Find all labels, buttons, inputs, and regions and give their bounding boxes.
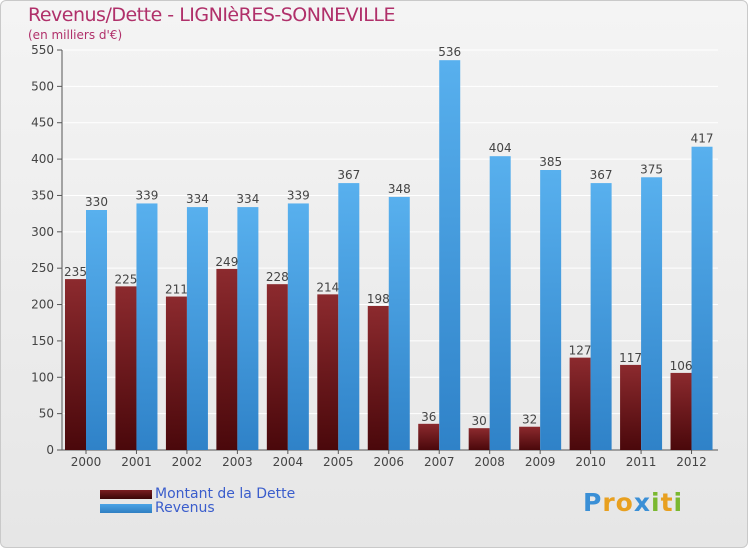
- x-tick-label: 2012: [676, 455, 707, 469]
- data-label-revenus: 417: [691, 132, 714, 146]
- data-label-dette: 127: [569, 344, 592, 358]
- data-label-revenus: 330: [85, 195, 108, 209]
- logo-letter: P: [583, 488, 603, 517]
- data-label-dette: 32: [522, 413, 537, 427]
- data-label-revenus: 404: [489, 141, 512, 155]
- bar-revenus: [237, 207, 259, 450]
- logo-letter: r: [602, 488, 616, 517]
- x-tick-label: 2006: [373, 455, 404, 469]
- data-label-dette: 249: [215, 255, 238, 269]
- data-label-dette: 214: [316, 280, 339, 294]
- data-label-dette: 106: [670, 359, 693, 373]
- chart-title: Revenus/Dette - LIGNIèRES-SONNEVILLE: [28, 4, 395, 26]
- bar-dette: [317, 294, 339, 450]
- data-label-revenus: 339: [136, 188, 159, 202]
- data-label-revenus: 334: [186, 192, 209, 206]
- data-label-revenus: 536: [438, 45, 461, 59]
- bar-dette: [468, 428, 490, 450]
- data-label-dette: 198: [367, 292, 390, 306]
- data-label-revenus: 367: [590, 168, 613, 182]
- bar-revenus: [186, 207, 208, 450]
- data-label-dette: 228: [266, 270, 289, 284]
- y-tick-label: 50: [39, 407, 54, 421]
- x-tick-label: 2005: [323, 455, 354, 469]
- y-tick-label: 400: [31, 152, 54, 166]
- x-tick-label: 2001: [121, 455, 152, 469]
- bar-dette: [620, 364, 642, 450]
- y-tick-label: 200: [31, 298, 54, 312]
- y-tick-label: 450: [31, 116, 54, 130]
- y-tick-label: 0: [46, 443, 54, 457]
- logo-letter: i: [651, 488, 661, 517]
- data-label-dette: 225: [115, 272, 138, 286]
- logo-letter: o: [615, 488, 634, 517]
- legend-label-revenus: Revenus: [155, 500, 215, 516]
- bar-dette: [216, 268, 238, 450]
- bar-dette: [367, 306, 389, 450]
- bar-dette: [519, 426, 541, 450]
- y-tick-label: 550: [31, 43, 54, 57]
- legend-label-dette: Montant de la Dette: [155, 486, 296, 502]
- y-tick-label: 250: [31, 261, 54, 275]
- data-label-revenus: 348: [388, 182, 411, 196]
- x-tick-label: 2003: [222, 455, 253, 469]
- bar-revenus: [136, 203, 158, 450]
- bar-revenus: [691, 146, 713, 450]
- bar-revenus: [590, 183, 612, 450]
- data-label-revenus: 339: [287, 188, 310, 202]
- x-tick-label: 2009: [525, 455, 556, 469]
- data-label-revenus: 375: [640, 162, 663, 176]
- bar-dette: [569, 357, 591, 450]
- bar-revenus: [489, 156, 511, 450]
- bar-revenus: [86, 210, 107, 450]
- data-label-dette: 235: [64, 265, 87, 279]
- bar-dette: [266, 284, 288, 450]
- x-tick-label: 2007: [424, 455, 455, 469]
- x-tick-label: 2010: [575, 455, 606, 469]
- proxiti-logo[interactable]: Proxiti: [583, 488, 683, 517]
- data-label-dette: 36: [421, 410, 436, 424]
- y-tick-label: 150: [31, 334, 54, 348]
- y-tick-label: 100: [31, 370, 54, 384]
- bar-dette: [165, 296, 187, 450]
- y-tick-label: 300: [31, 225, 54, 239]
- bar-revenus: [641, 177, 663, 451]
- chart-subtitle: (en milliers d'€): [28, 28, 123, 42]
- x-tick-label: 2004: [273, 455, 304, 469]
- logo-letter: t: [660, 488, 674, 517]
- bar-dette: [115, 286, 137, 450]
- bar-revenus: [388, 196, 410, 450]
- legend-swatch-dette: [100, 489, 152, 499]
- bar-revenus: [540, 170, 562, 450]
- legend-swatch-revenus: [100, 503, 152, 513]
- data-label-revenus: 385: [539, 155, 562, 169]
- x-tick-label: 2002: [172, 455, 203, 469]
- data-label-revenus: 367: [337, 168, 360, 182]
- legend-item-dette: Montant de la Dette: [100, 486, 295, 502]
- x-tick-label: 2011: [626, 455, 657, 469]
- bar-revenus: [338, 183, 360, 450]
- logo-letter: i: [673, 488, 684, 517]
- bar-dette: [418, 423, 440, 450]
- bar-revenus: [287, 203, 309, 450]
- bar-dette: [670, 372, 692, 450]
- data-label-dette: 30: [472, 414, 487, 428]
- y-tick-label: 500: [31, 79, 54, 93]
- legend-item-revenus: Revenus: [100, 500, 215, 516]
- data-label-revenus: 334: [236, 192, 259, 206]
- data-label-dette: 211: [165, 283, 188, 297]
- x-tick-label: 2000: [71, 455, 102, 469]
- bar-revenus: [439, 60, 461, 450]
- y-tick-label: 350: [31, 188, 54, 202]
- x-tick-label: 2008: [474, 455, 505, 469]
- bar-dette: [65, 279, 86, 450]
- data-label-dette: 117: [619, 351, 642, 365]
- logo-letter: x: [633, 488, 651, 517]
